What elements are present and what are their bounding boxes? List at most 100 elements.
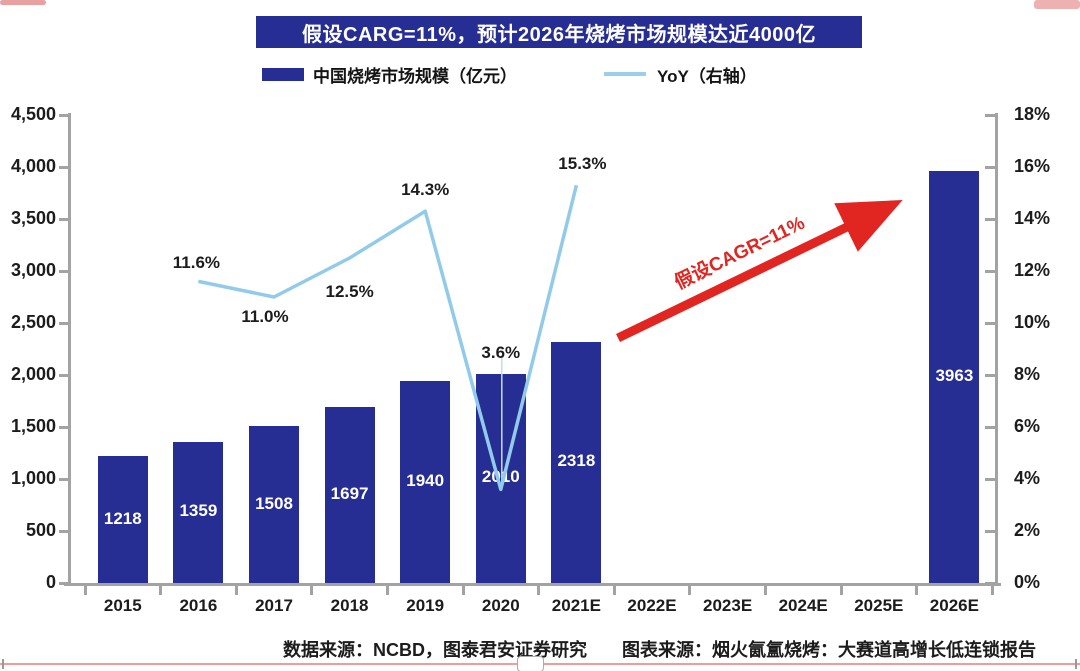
bar-value-label: 1359 [179,501,218,521]
top-right-red-artifact [1034,0,1080,9]
yoy-point-label: 11.6% [172,253,221,273]
yoy-point-label: 11.0% [241,307,289,326]
x-axis-label: 2018 [330,596,369,615]
yoy-point-label: 3.6% [481,343,521,363]
line-series-swatch [604,72,646,76]
x-axis-tick [537,583,541,595]
right-axis-line [995,113,998,585]
divider-left-cap [2,659,4,669]
right-axis-label: 4% [1014,468,1041,488]
right-axis-tick [985,374,997,377]
chart-title: 假设CARG=11%，预计2026年烧烤市场规模达近4000亿 [256,16,862,48]
x-axis-label: 2023E [703,596,753,615]
y-axis-label: 1,000 [10,468,56,488]
right-axis-tick [985,322,997,325]
yoy-point-label: 12.5% [325,282,374,301]
y-axis-tick [59,478,71,481]
y-axis-label: 2,500 [10,312,56,332]
bar-value-label: 1508 [255,493,293,513]
y-axis-tick [59,270,71,273]
y-axis-tick [59,582,71,585]
right-axis-label: 18% [1014,104,1051,124]
top-left-red-artifact [0,0,46,5]
x-axis-tick [385,583,389,595]
x-axis-tick [234,583,238,595]
y-axis-label: 4,000 [10,156,56,176]
right-axis-label: 14% [1014,208,1051,228]
y-axis-label: 2,000 [10,364,56,384]
y-axis-label: 500 [25,520,56,540]
legend-label: YoY（右轴） [657,66,757,86]
y-axis-tick [59,374,71,377]
x-axis-label: 2026E [929,596,979,615]
legend-item-market-size: 中国烧烤市场规模（亿元） [262,62,517,86]
x-axis-tick [612,583,616,595]
x-axis-label: 2022E [627,596,677,615]
cagr-trend-arrow [616,200,903,343]
x-axis-label: 2021E [551,596,601,615]
right-axis-label: 10% [1014,312,1051,332]
x-axis-label: 2025E [854,596,904,615]
bar-value-label: 1218 [103,508,142,528]
x-axis-label: 2016 [179,596,218,615]
y-axis-tick [59,426,71,429]
x-axis-tick [839,583,843,595]
bar-value-label: 1940 [406,471,445,491]
bar [475,373,526,583]
x-axis-tick [159,583,163,595]
bar [249,426,299,583]
x-axis-label: 2020 [481,596,520,615]
y-axis-label: 1,500 [10,416,56,436]
yoy-point-label: 14.3% [401,180,450,200]
y-axis-tick [59,530,71,533]
yoy-point-label: 15.3% [558,154,607,174]
bar-value-label: 2010 [481,467,520,487]
right-axis-tick [985,166,997,169]
legend-item-yoy: YoY（右轴） [604,62,757,86]
x-axis-tick [83,583,87,595]
bar [929,170,980,583]
right-axis-label: 16% [1014,156,1051,176]
y-axis-tick [59,218,71,221]
right-axis-tick [985,426,997,429]
right-axis-tick [985,530,997,533]
x-axis-label: 2019 [406,596,445,615]
x-axis-tick [688,583,692,595]
x-axis-label: 2024E [778,596,828,615]
right-axis-tick [985,270,997,273]
x-axis-tick [310,583,314,595]
right-axis-tick [985,218,997,221]
x-axis-tick [990,583,994,595]
y-axis-tick [59,322,71,325]
y-axis-line [68,113,71,585]
y-axis-tick [59,166,71,169]
y-axis-label: 4,500 [10,104,56,124]
bar-value-label: 2318 [557,451,596,471]
right-axis-tick [985,114,997,117]
x-axis-tick [461,583,465,595]
x-axis-label: 2015 [103,596,142,615]
bar [97,456,148,583]
bar [551,341,602,583]
bar-series-swatch [262,67,304,81]
y-axis-tick [59,114,71,117]
bar [324,406,375,583]
divider-right-cap [1075,659,1077,669]
scrollbar-handle[interactable] [517,656,544,671]
x-axis-label: 2017 [255,596,293,615]
right-axis-label: 0% [1014,572,1041,592]
bar-value-label: 3963 [935,365,974,385]
data-source-text: 数据来源：NCBD，图泰君安证券研究 [283,640,587,660]
y-axis-label: 3,000 [10,260,56,280]
right-axis-label: 6% [1014,416,1041,436]
bar [400,381,451,583]
right-axis-tick [985,478,997,481]
x-axis-tick [915,583,919,595]
right-axis-label: 8% [1014,364,1041,384]
y-axis-label: 3,500 [10,208,56,228]
right-axis-label: 12% [1014,260,1051,280]
chart-source-text: 图表来源：烟火氤氲烧烤：大赛道高增长低连锁报告 [622,640,1036,660]
bar-value-label: 1697 [330,483,369,503]
